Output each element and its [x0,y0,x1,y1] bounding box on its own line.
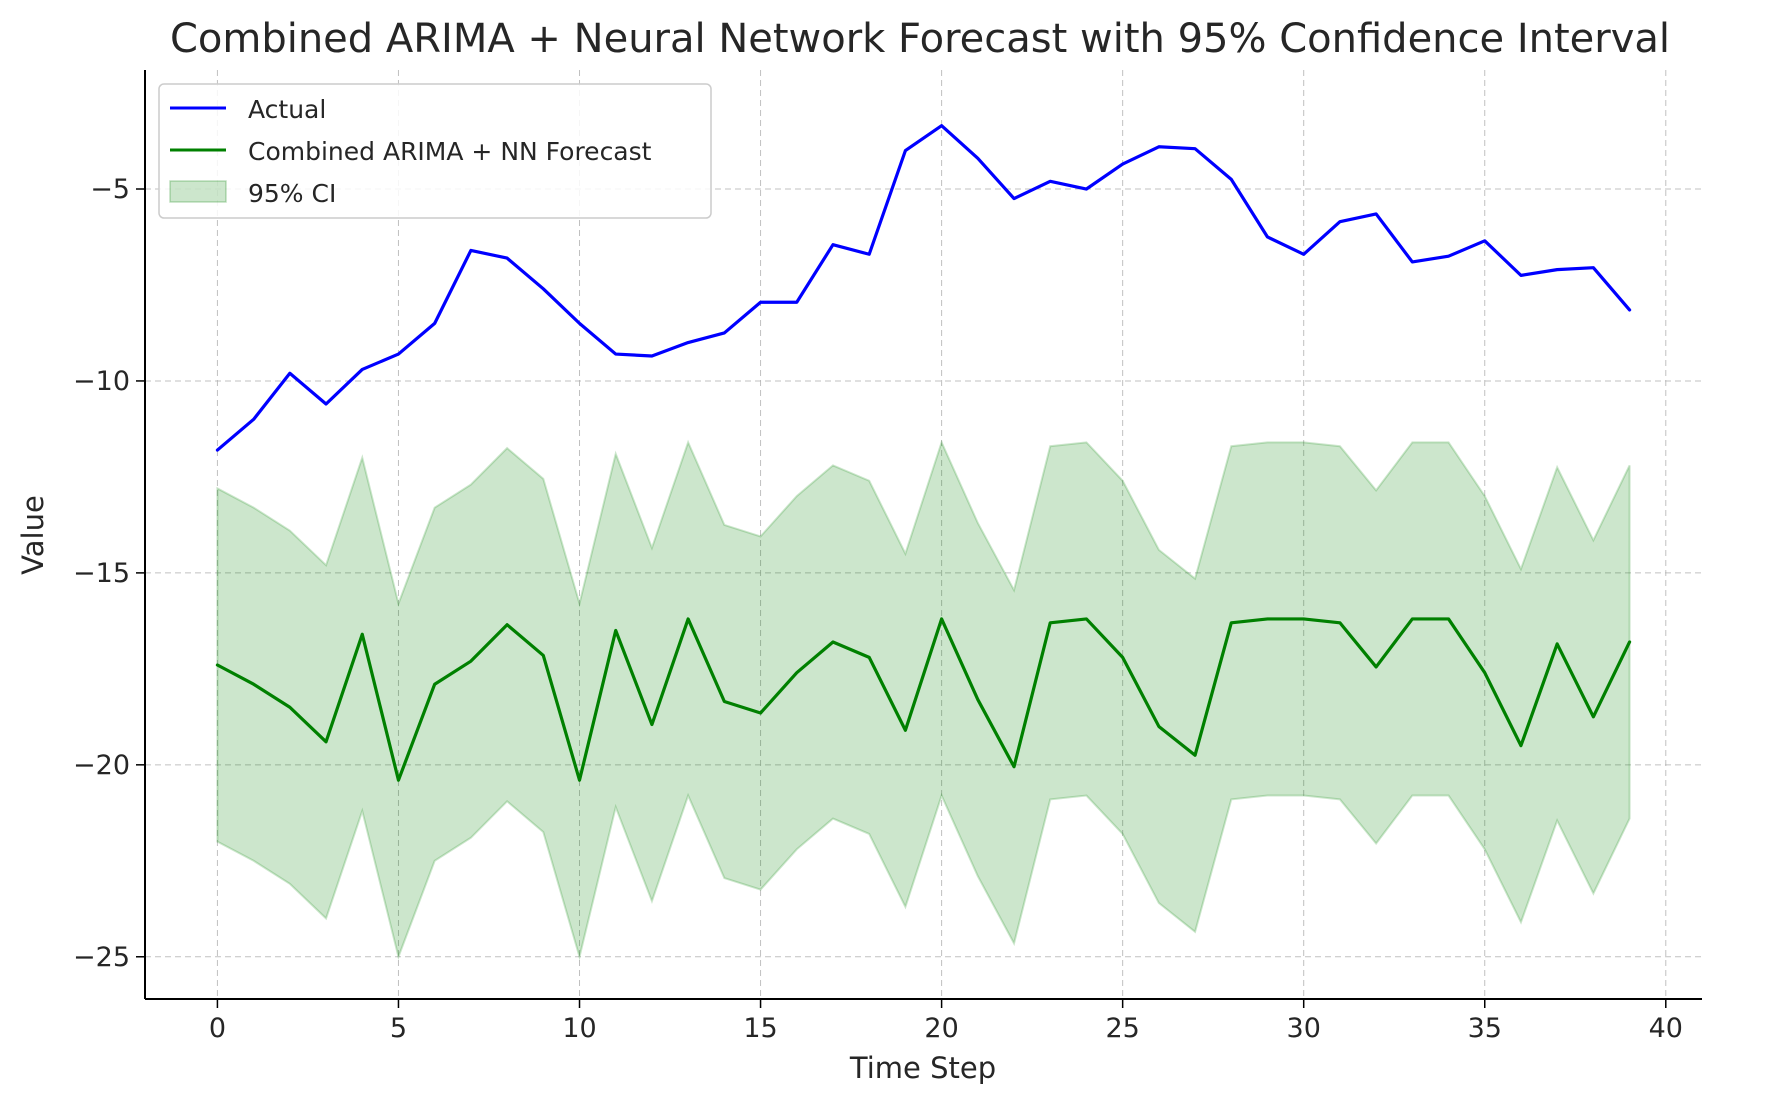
axes [144,70,1702,1000]
grid [145,70,1702,999]
x-tick-label: 5 [390,1013,407,1044]
confidence-band-layer [216,439,1631,961]
y-tick-label: −15 [73,558,130,589]
y-tick-label: −5 [90,174,130,205]
x-tick-label: 30 [1287,1013,1321,1044]
y-tick-label: −20 [73,750,130,781]
x-tick-label: 40 [1649,1013,1683,1044]
chart-title: Combined ARIMA + Neural Network Forecast… [170,16,1670,62]
legend-frame [158,83,712,219]
legend-label-ci: 95% CI [248,179,336,208]
y-tick-label: −10 [73,366,130,397]
series-lines-layer [215,124,1632,782]
legend-swatch-ci [169,180,227,203]
x-axis-label: Time Step [849,1051,996,1085]
y-axis-label: Value [16,495,50,575]
x-tick-label: 25 [1105,1013,1139,1044]
confidence-band [216,439,1631,961]
x-tick-label: 0 [209,1013,226,1044]
y-tick-label: −25 [73,942,130,973]
legend-label-forecast: Combined ARIMA + NN Forecast [248,137,652,166]
actual-line [215,124,1632,452]
x-tick-label: 15 [743,1013,777,1044]
x-ticks: 0 5 10 15 20 25 30 35 40 [209,999,1683,1044]
legend-label-actual: Actual [248,95,326,124]
x-tick-label: 20 [924,1013,958,1044]
x-tick-label: 10 [562,1013,596,1044]
x-tick-label: 35 [1468,1013,1502,1044]
y-ticks: −25 −20 −15 −10 −5 [73,174,145,973]
legend: Actual Combined ARIMA + NN Forecast 95% … [158,83,712,219]
forecast-line [215,617,1632,782]
